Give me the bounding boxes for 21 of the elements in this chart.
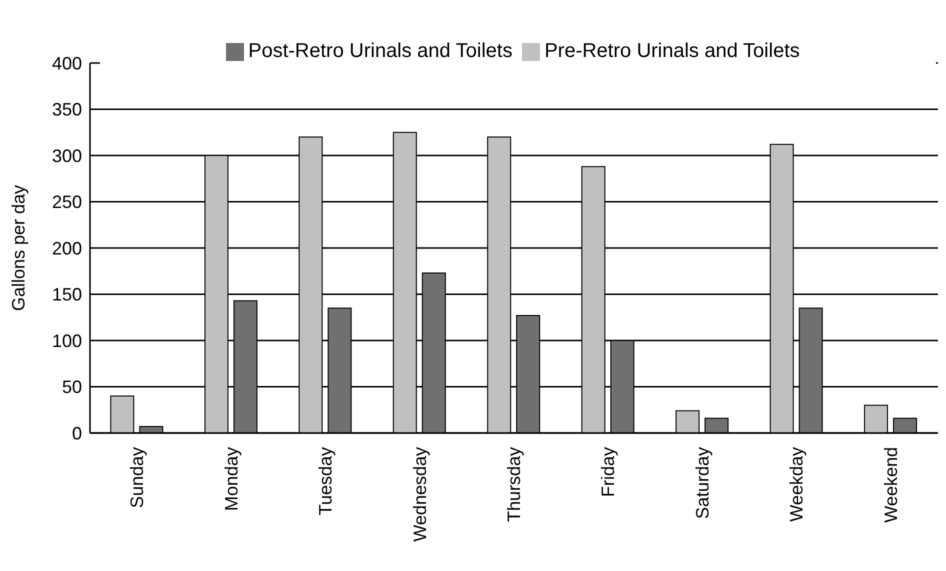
- x-tick-label: Friday: [598, 447, 618, 498]
- y-tick-label: 200: [52, 238, 82, 258]
- y-tick-label: 50: [62, 377, 82, 398]
- x-tick-label: Weekday: [786, 447, 807, 522]
- x-tick-label: Monday: [221, 447, 242, 512]
- y-tick-label: 100: [52, 330, 82, 351]
- y-tick-label: 150: [52, 284, 82, 305]
- y-tick-label: 250: [52, 192, 82, 212]
- y-tick-label: 350: [52, 100, 82, 120]
- x-tick-label: Saturday: [692, 447, 712, 520]
- x-tick-label: Weekend: [880, 447, 901, 523]
- x-tick-label: Wednesday: [410, 447, 430, 542]
- legend-label: Post-Retro Urinals and Toilets: [248, 40, 512, 62]
- x-tick-label: Thursday: [504, 447, 524, 522]
- y-axis-title: Gallons per day: [8, 184, 28, 312]
- x-tick-label: Sunday: [127, 447, 148, 508]
- y-tick-label: 300: [52, 146, 82, 166]
- legend-label: Pre-Retro Urinals and Toilets: [544, 40, 800, 62]
- y-tick-label: 0: [72, 423, 82, 444]
- y-tick-label: 400: [52, 53, 82, 74]
- x-tick-label: Tuesday: [316, 447, 336, 516]
